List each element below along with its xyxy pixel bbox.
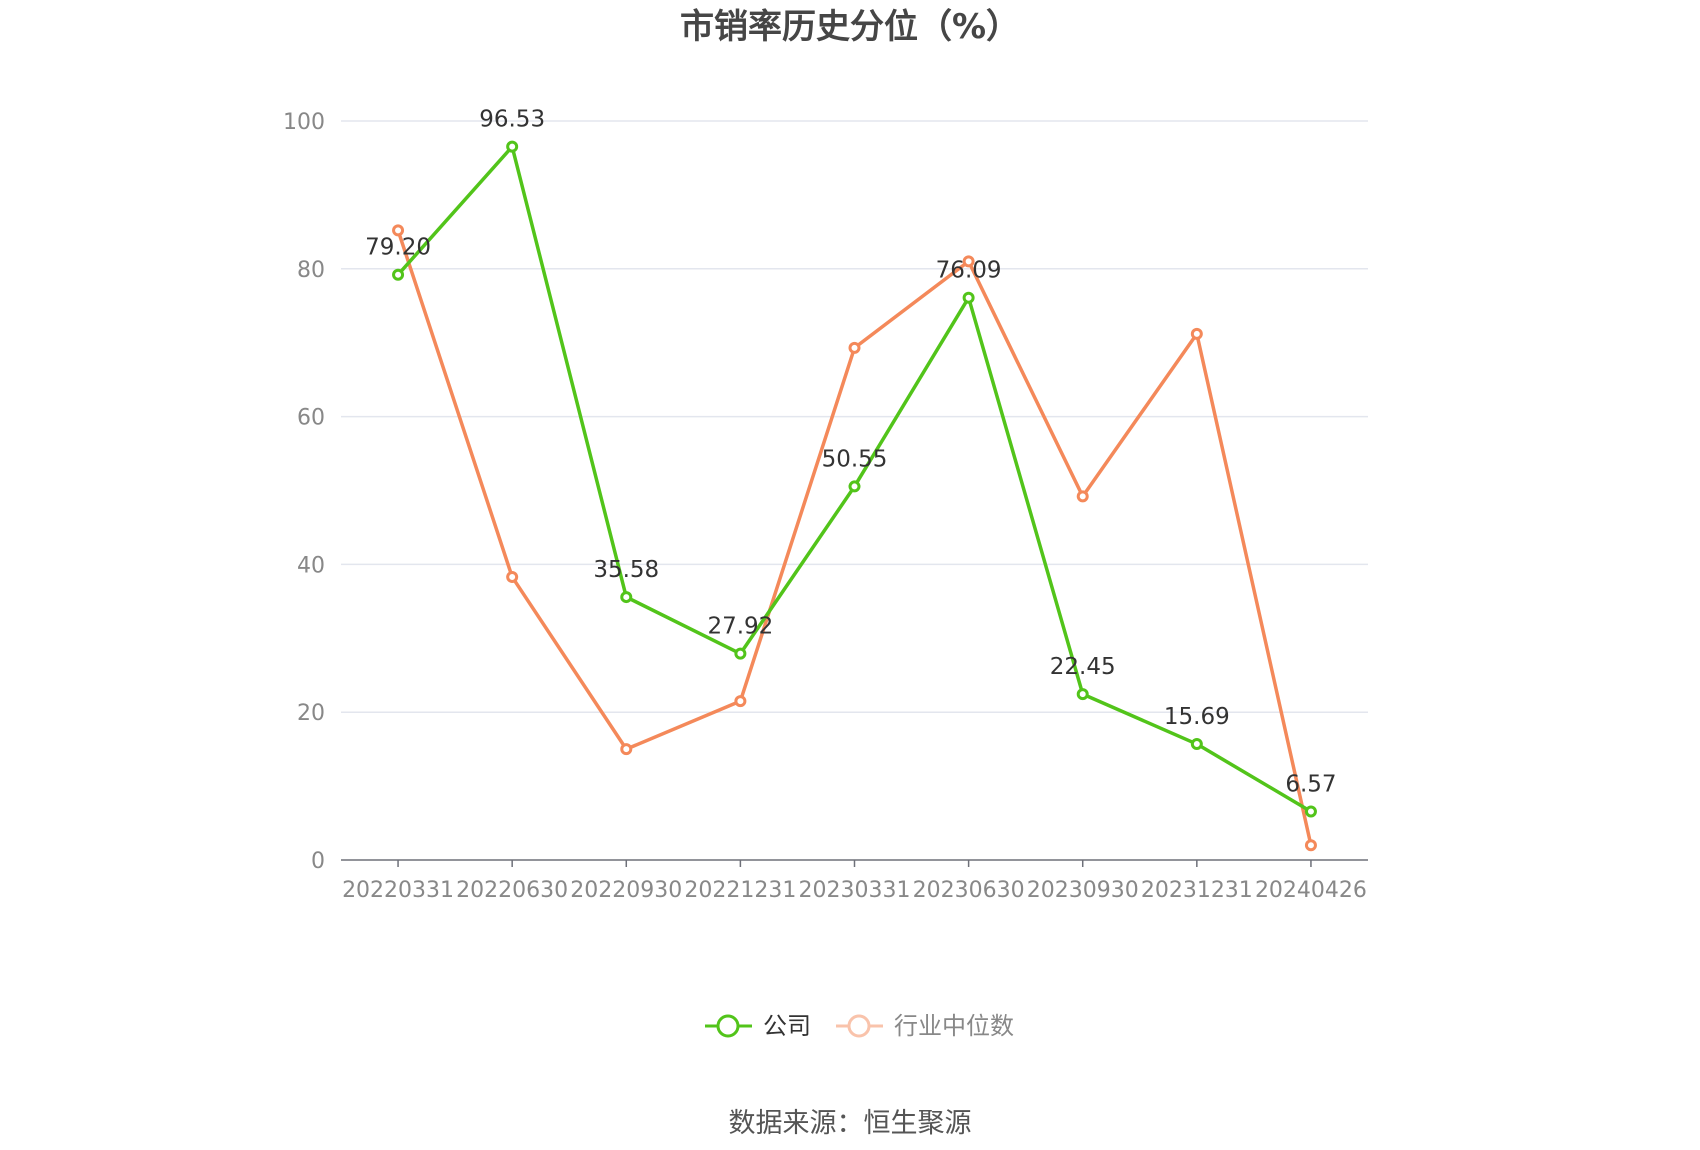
point-industry-median	[1304, 839, 1317, 852]
point-industry-median	[392, 224, 405, 237]
series-points	[392, 140, 1317, 852]
legend-marker-industry-median	[847, 1014, 871, 1038]
series-lines	[396, 144, 1313, 846]
x-tick-label: 20220630	[456, 878, 568, 903]
point-company	[392, 268, 405, 281]
point-industry-median	[848, 341, 861, 354]
data-label-company: 50.55	[822, 446, 888, 472]
point-industry-median	[734, 695, 747, 708]
x-tick-label: 20230331	[799, 878, 911, 903]
point-company	[1190, 738, 1203, 751]
point-company	[506, 140, 519, 153]
x-tick-label: 20231231	[1141, 878, 1253, 903]
chart-title: 市销率历史分位（%）	[680, 7, 1020, 47]
legend-item-industry-median[interactable]: 行业中位数	[836, 1012, 1014, 1040]
legend[interactable]: 公司 行业中位数	[705, 1012, 1014, 1040]
x-axis-ticks: 20220331 20220630 20220930 20221231 20230331…	[342, 860, 1367, 903]
data-label-company: 15.69	[1164, 704, 1230, 730]
data-label-company: 79.20	[365, 235, 431, 261]
grid-lines	[341, 120, 1368, 713]
y-tick-label: 60	[297, 406, 325, 431]
series-line-industry-median	[396, 229, 1313, 846]
point-company	[1076, 688, 1089, 701]
x-tick-label: 20240426	[1255, 878, 1367, 903]
data-label-company: 35.58	[593, 557, 659, 583]
x-tick-label: 20221231	[684, 878, 796, 903]
legend-marker-company	[716, 1014, 740, 1038]
data-labels: 79.20 96.53 35.58 27.92 50.55 76.09 22.45 15.69…	[365, 107, 1336, 798]
data-label-company: 22.45	[1050, 654, 1116, 680]
x-tick-label: 20220930	[570, 878, 682, 903]
x-tick-label: 20220331	[342, 878, 454, 903]
x-tick-label: 20230630	[913, 878, 1025, 903]
point-industry-median	[1190, 327, 1203, 340]
point-company	[620, 591, 633, 604]
point-industry-median	[1076, 490, 1089, 503]
legend-label-industry-median: 行业中位数	[894, 1012, 1014, 1040]
legend-label-company: 公司	[763, 1012, 811, 1040]
point-company	[1304, 805, 1317, 818]
point-company	[848, 480, 861, 493]
x-tick-label: 20230930	[1027, 878, 1139, 903]
data-label-company: 27.92	[707, 614, 773, 640]
point-company	[734, 647, 747, 660]
legend-item-company[interactable]: 公司	[705, 1012, 811, 1040]
data-label-company: 6.57	[1285, 771, 1336, 797]
y-axis-ticks: 0 20 40 60 80 100	[283, 110, 325, 874]
data-label-company: 76.09	[936, 258, 1002, 284]
data-label-company: 96.53	[479, 107, 545, 133]
data-source-note: 数据来源：恒生聚源	[729, 1108, 972, 1139]
point-industry-median	[962, 255, 975, 268]
point-company	[962, 291, 975, 304]
y-tick-label: 40	[297, 553, 325, 578]
y-tick-label: 80	[297, 258, 325, 283]
y-tick-label: 20	[297, 701, 325, 726]
point-industry-median	[506, 570, 519, 583]
y-tick-label: 0	[311, 849, 325, 874]
y-tick-label: 100	[283, 110, 325, 135]
point-industry-median	[620, 743, 633, 756]
